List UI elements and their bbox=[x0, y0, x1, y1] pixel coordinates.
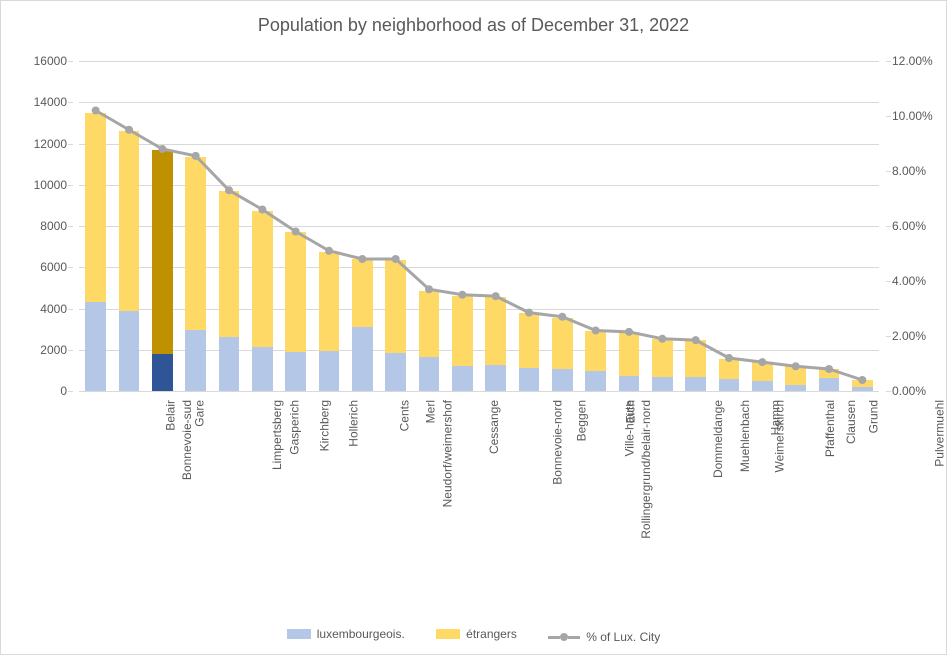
y-right-tick: 8.00% bbox=[892, 164, 926, 178]
pct-line-marker bbox=[592, 327, 600, 335]
y-left-tick: 16000 bbox=[34, 54, 67, 68]
x-axis-label: Bonnevoie-nord bbox=[551, 400, 565, 485]
y-right-tick: 10.00% bbox=[892, 109, 933, 123]
x-axis-label: Dommeldange bbox=[711, 400, 725, 478]
pct-line-marker bbox=[225, 186, 233, 194]
x-axis-label: Muehlenbach bbox=[738, 400, 752, 472]
pct-line-marker bbox=[192, 152, 200, 160]
x-axis-label: Eich bbox=[623, 400, 637, 423]
pct-line-marker bbox=[392, 255, 400, 263]
x-axis-label: Belair bbox=[164, 400, 178, 431]
pct-line-marker bbox=[125, 126, 133, 134]
pct-line-marker bbox=[525, 309, 533, 317]
pct-line-marker bbox=[425, 285, 433, 293]
x-axis-label: Bonnevoie-sud bbox=[180, 400, 194, 480]
legend-label-line: % of Lux. City bbox=[586, 630, 660, 644]
pct-line-marker bbox=[825, 365, 833, 373]
y-left-tick: 10000 bbox=[34, 178, 67, 192]
y-left-tick: 2000 bbox=[40, 343, 67, 357]
x-axis-label: Pulvermuehl bbox=[933, 400, 947, 467]
pct-line-marker bbox=[758, 358, 766, 366]
x-axis-label: Cessange bbox=[487, 400, 501, 454]
pct-line-marker bbox=[325, 247, 333, 255]
x-axis-label: Clausen bbox=[844, 400, 858, 444]
population-chart: Population by neighborhood as of Decembe… bbox=[0, 0, 947, 655]
chart-title: Population by neighborhood as of Decembe… bbox=[1, 1, 946, 36]
y-right-tick: 12.00% bbox=[892, 54, 933, 68]
pct-line-path bbox=[96, 111, 863, 381]
x-axis-label: Gasperich bbox=[288, 400, 302, 455]
pct-line-marker bbox=[492, 292, 500, 300]
x-axis-label: Hollerich bbox=[346, 400, 360, 447]
x-axis-label: Hamm bbox=[768, 400, 782, 435]
pct-line-marker bbox=[292, 228, 300, 236]
x-axis-label: Kirchberg bbox=[318, 400, 332, 451]
pct-line-marker bbox=[792, 362, 800, 370]
y-left-tick: 4000 bbox=[40, 302, 67, 316]
legend-label-luxembourgeois: luxembourgeois. bbox=[317, 627, 405, 641]
y-left-tick: 6000 bbox=[40, 260, 67, 274]
x-axis-label: Beggen bbox=[574, 400, 588, 441]
legend-item-line: % of Lux. City bbox=[548, 630, 660, 644]
pct-line-marker bbox=[858, 376, 866, 384]
y-right-tick: 6.00% bbox=[892, 219, 926, 233]
pct-line-marker bbox=[558, 313, 566, 321]
legend-item-etrangers: étrangers bbox=[436, 627, 517, 641]
pct-line-marker bbox=[358, 255, 366, 263]
x-axis-label: Cents bbox=[398, 400, 412, 431]
x-axis-label: Pfaffenthal bbox=[824, 400, 838, 457]
legend-item-luxembourgeois: luxembourgeois. bbox=[287, 627, 405, 641]
pct-line bbox=[79, 61, 879, 391]
legend-swatch-luxembourgeois bbox=[287, 629, 311, 639]
x-axis-label: Grund bbox=[866, 400, 880, 433]
x-axis-labels: Bonnevoie-sudBelair Gare Limpertsberg Gaspe… bbox=[79, 396, 879, 596]
pct-line-marker bbox=[658, 335, 666, 343]
y-right-tick: 2.00% bbox=[892, 329, 926, 343]
y-right-tick: 0.00% bbox=[892, 384, 926, 398]
y-left-tick: 12000 bbox=[34, 137, 67, 151]
legend-swatch-line bbox=[548, 633, 580, 641]
y-left-tick: 14000 bbox=[34, 95, 67, 109]
x-axis-label: Gare bbox=[193, 400, 207, 427]
x-axis-label: Limpertsberg bbox=[270, 400, 284, 470]
y-axis-left: 0200040006000800010000120001400016000 bbox=[1, 61, 73, 391]
pct-line-marker bbox=[258, 206, 266, 214]
chart-legend: luxembourgeois. étrangers % of Lux. City bbox=[1, 627, 946, 645]
legend-label-etrangers: étrangers bbox=[466, 627, 517, 641]
pct-line-marker bbox=[458, 291, 466, 299]
pct-line-marker bbox=[725, 354, 733, 362]
y-axis-right: 0.00%2.00%4.00%6.00%8.00%10.00%12.00% bbox=[886, 61, 946, 391]
pct-line-marker bbox=[625, 328, 633, 336]
plot-area bbox=[79, 61, 879, 391]
y-left-tick: 0 bbox=[60, 384, 67, 398]
line-layer bbox=[79, 61, 879, 391]
pct-line-marker bbox=[692, 336, 700, 344]
pct-line-marker bbox=[158, 145, 166, 153]
y-left-tick: 8000 bbox=[40, 219, 67, 233]
pct-line-marker bbox=[92, 107, 100, 115]
x-axis-label: Rollingergrund/belair-nord bbox=[638, 400, 652, 539]
x-axis-label: Neudorf/weimershof bbox=[440, 400, 454, 507]
legend-swatch-etrangers bbox=[436, 629, 460, 639]
y-right-tick: 4.00% bbox=[892, 274, 926, 288]
x-axis-label: Merl bbox=[423, 400, 437, 423]
